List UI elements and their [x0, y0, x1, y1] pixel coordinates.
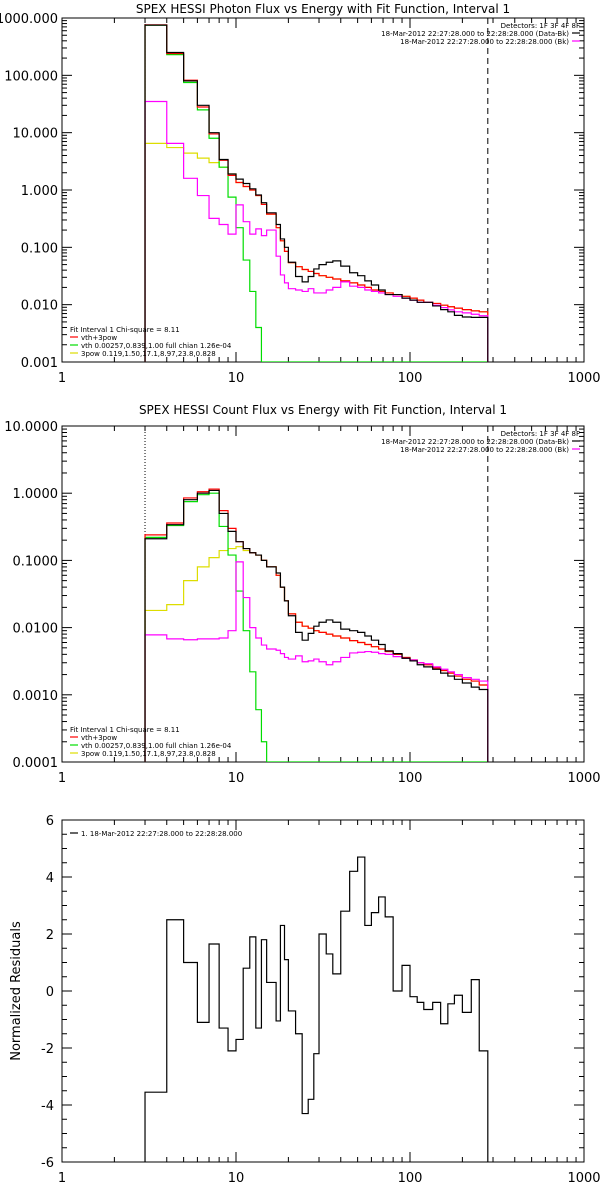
x-tick-label: 1	[58, 1171, 66, 1186]
y-tick-label: 10.000	[13, 127, 59, 142]
legend-header: Detectors: 1F 3F 4F 8F	[501, 22, 580, 30]
y-tick-label: 0.0100	[13, 622, 59, 637]
x-tick-label: 100	[398, 371, 423, 386]
data-layer	[144, 18, 489, 362]
legend-entry: vth+3pow	[81, 734, 117, 742]
x-tick-label: 100	[398, 1171, 423, 1186]
y-tick-label: 100.000	[4, 69, 58, 84]
x-tick-label: 1000	[567, 371, 600, 386]
y-tick-label: -2	[41, 1042, 54, 1057]
legend-entry: 18-Mar-2012 22:27:28.000 to 22:28:28.000…	[381, 30, 569, 38]
x-tick-label: 1000	[567, 771, 600, 786]
legend-entry: 1. 18-Mar-2012 22:27:28.000 to 22:28:28.…	[81, 830, 242, 838]
chart-title: SPEX HESSI Count Flux vs Energy with Fit…	[139, 403, 507, 417]
y-tick-label: 6	[46, 814, 54, 829]
y-tick-label: 10.0000	[4, 420, 58, 435]
x-tick-label: 1000	[567, 1171, 600, 1186]
x-tick-label: 10	[228, 1171, 245, 1186]
y-tick-label: 0.100	[21, 241, 58, 256]
series-data-bk-line	[144, 24, 489, 362]
x-tick-label: 10	[228, 371, 245, 386]
y-tick-label: 0.010	[21, 299, 58, 314]
residuals-panel: 1 10 100 1000 6 4 2 0 -2 -4 -6 Normalized Residuals…	[9, 814, 600, 1186]
y-tick-label: 4	[46, 871, 54, 886]
legend-header: Detectors: 1F 3F 4F 8F	[501, 430, 580, 438]
series-1-18-mar-2012-22-27-28-000-to-22-28-28-000-line	[144, 856, 489, 1162]
series-vth-3pow-line	[144, 24, 489, 362]
y-tick-label: 2	[46, 928, 54, 943]
legend-entry: 3pow 0.119,1.50,17.1,8.97,23.8,0.828	[81, 750, 216, 758]
series-data-bk-line	[144, 489, 489, 762]
legend-entry: vth+3pow	[81, 334, 117, 342]
legend-entry: 18-Mar-2012 22:27:28.000 to 22:28:28.000…	[381, 438, 569, 446]
y-axis-label: Normalized Residuals	[9, 921, 24, 1061]
y-tick-label: -4	[41, 1099, 54, 1114]
legend-entry: vth 0.00257,0.839,1.00 full chian 1.26e-…	[81, 342, 232, 350]
legend-header: Fit Interval 1 Chi-square = 8.11	[70, 326, 180, 334]
y-tick-label: 1000.000	[0, 12, 58, 27]
legend-entry: 18-Mar-2012 22:27:28.000 to 22:28:28.000…	[400, 446, 569, 454]
x-tick-label: 1	[58, 771, 66, 786]
y-tick-label: 0.0010	[13, 689, 59, 704]
data-layer	[144, 856, 489, 1162]
count-flux-panel: SPEX HESSI Count Flux vs Energy with Fit…	[4, 403, 600, 786]
chart-title: SPEX HESSI Photon Flux vs Energy with Fi…	[136, 2, 510, 16]
y-tick-label: 1.000	[21, 184, 58, 199]
y-tick-label: 0.1000	[13, 554, 59, 569]
y-tick-label: -6	[41, 1156, 54, 1171]
series-vth-line	[144, 24, 489, 362]
y-tick-label: 1.0000	[13, 487, 59, 502]
photon-flux-panel: SPEX HESSI Photon Flux vs Energy with Fi…	[0, 2, 600, 386]
legend-entry: vth 0.00257,0.839,1.00 full chian 1.26e-…	[81, 742, 232, 750]
x-tick-label: 1	[58, 371, 66, 386]
legend-entry: 18-Mar-2012 22:27:28.000 to 22:28:28.000…	[400, 38, 569, 46]
y-tick-label: 0	[46, 985, 54, 1000]
data-layer	[144, 426, 489, 762]
series-vth-line	[144, 492, 489, 762]
y-tick-label: 0.0001	[13, 756, 59, 771]
y-tick-label: 0.001	[21, 356, 58, 371]
x-tick-label: 100	[398, 771, 423, 786]
legend-entry: 3pow 0.119,1.50,17.1,8.97,23.8,0.828	[81, 350, 216, 358]
series-bk-line	[144, 561, 489, 762]
x-tick-label: 10	[228, 771, 245, 786]
legend-header: Fit Interval 1 Chi-square = 8.11	[70, 726, 180, 734]
